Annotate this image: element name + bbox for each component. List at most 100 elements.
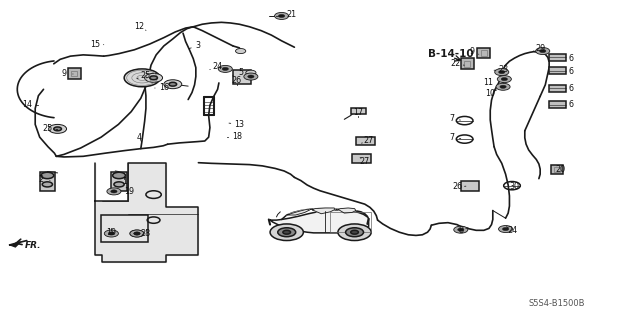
Circle shape [501, 78, 508, 81]
Circle shape [220, 66, 230, 71]
Circle shape [278, 228, 296, 237]
Circle shape [164, 80, 182, 89]
Text: S5S4-B1500B: S5S4-B1500B [529, 299, 585, 308]
Text: 15: 15 [90, 40, 100, 48]
Circle shape [49, 124, 67, 133]
Circle shape [346, 228, 364, 237]
Circle shape [248, 75, 254, 78]
Bar [233, 70, 251, 84]
Circle shape [246, 70, 256, 75]
Circle shape [495, 69, 509, 76]
Circle shape [499, 226, 513, 233]
Circle shape [283, 230, 291, 234]
Bar [101, 215, 148, 242]
Bar [549, 54, 566, 61]
Bar [461, 58, 474, 69]
Circle shape [500, 85, 506, 88]
Bar [352, 154, 371, 163]
Text: 23: 23 [498, 65, 508, 74]
Text: 26: 26 [232, 76, 242, 85]
Text: 6: 6 [568, 84, 573, 93]
Circle shape [502, 227, 509, 231]
Circle shape [42, 182, 52, 187]
Circle shape [275, 12, 289, 19]
Bar [464, 61, 470, 67]
Circle shape [540, 49, 546, 53]
Text: 7: 7 [449, 114, 454, 123]
Circle shape [536, 48, 550, 55]
Polygon shape [287, 209, 310, 215]
Circle shape [130, 230, 144, 237]
Circle shape [351, 230, 358, 234]
Bar [351, 108, 366, 114]
Text: 6: 6 [568, 54, 573, 63]
Circle shape [111, 190, 117, 193]
Circle shape [497, 76, 511, 83]
Bar [481, 50, 487, 56]
Text: 25: 25 [141, 71, 151, 80]
Text: 6: 6 [568, 67, 573, 76]
Text: 14: 14 [22, 100, 32, 109]
Polygon shape [9, 242, 20, 247]
Text: 11: 11 [483, 78, 493, 87]
Circle shape [41, 172, 54, 179]
Circle shape [278, 14, 285, 18]
Text: 19: 19 [106, 228, 116, 237]
Text: 18: 18 [232, 132, 242, 141]
Circle shape [338, 224, 371, 241]
Polygon shape [95, 163, 198, 262]
Text: 20: 20 [556, 165, 566, 174]
Text: 6: 6 [568, 100, 573, 109]
Circle shape [145, 73, 163, 82]
Text: 17: 17 [353, 108, 364, 117]
Circle shape [458, 228, 464, 231]
Text: 19: 19 [124, 187, 134, 196]
Circle shape [222, 67, 228, 70]
Text: 4: 4 [137, 133, 142, 142]
Text: 7: 7 [449, 133, 454, 142]
Text: 9: 9 [470, 47, 475, 56]
Circle shape [107, 188, 121, 195]
Circle shape [104, 230, 118, 237]
Text: 27: 27 [360, 157, 370, 166]
Text: 22: 22 [451, 59, 461, 68]
Polygon shape [312, 208, 335, 214]
Text: 27: 27 [364, 136, 374, 145]
Circle shape [270, 224, 303, 241]
Circle shape [124, 69, 160, 87]
Bar [549, 85, 566, 92]
Text: 26: 26 [452, 182, 462, 191]
Text: 10: 10 [485, 89, 495, 98]
Bar [549, 67, 566, 74]
Text: 1: 1 [122, 177, 127, 186]
Text: 3: 3 [196, 41, 201, 50]
Bar [68, 68, 81, 79]
Polygon shape [338, 208, 356, 213]
Circle shape [244, 73, 258, 80]
Circle shape [130, 230, 144, 237]
Bar [551, 165, 563, 174]
Bar [330, 212, 371, 232]
Text: 13: 13 [234, 120, 244, 129]
Circle shape [134, 232, 140, 235]
Bar [461, 181, 479, 191]
Bar [40, 172, 55, 191]
Bar [111, 172, 127, 191]
Text: 21: 21 [286, 10, 296, 19]
Text: 8: 8 [458, 226, 463, 235]
Circle shape [169, 82, 177, 86]
Circle shape [113, 172, 125, 179]
Text: 9: 9 [61, 69, 67, 78]
Text: 16: 16 [159, 83, 169, 92]
Bar [71, 70, 77, 76]
Bar [554, 167, 560, 172]
Text: 29: 29 [535, 44, 545, 53]
Polygon shape [270, 210, 369, 233]
Circle shape [134, 232, 140, 235]
Circle shape [236, 48, 246, 54]
Text: 28: 28 [141, 229, 151, 238]
Text: B-14-10: B-14-10 [428, 49, 473, 59]
Circle shape [218, 65, 232, 72]
Circle shape [114, 182, 124, 187]
Circle shape [108, 232, 115, 235]
